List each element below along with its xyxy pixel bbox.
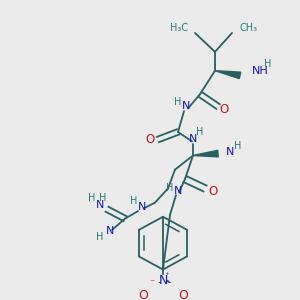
Text: H: H — [96, 232, 104, 242]
Text: N: N — [182, 101, 190, 112]
Text: N: N — [226, 147, 234, 157]
Text: N: N — [96, 200, 104, 210]
Text: N: N — [158, 274, 168, 287]
Text: N: N — [174, 186, 182, 196]
Text: H: H — [196, 127, 204, 137]
Text: H: H — [264, 59, 272, 69]
Text: N: N — [189, 134, 197, 145]
Text: H: H — [130, 196, 138, 206]
Text: N: N — [138, 202, 146, 212]
Text: O: O — [208, 185, 217, 198]
Text: ⁻: ⁻ — [149, 278, 154, 288]
Text: ⁺: ⁺ — [164, 271, 169, 280]
Polygon shape — [215, 71, 241, 79]
Text: O: O — [138, 290, 148, 300]
Text: CH₃: CH₃ — [240, 23, 258, 33]
Text: NH: NH — [252, 66, 269, 76]
Text: H: H — [234, 141, 242, 151]
Text: H₃C: H₃C — [170, 23, 188, 33]
Text: H: H — [88, 193, 96, 203]
Text: H: H — [174, 97, 182, 107]
Text: O: O — [178, 290, 188, 300]
Text: O: O — [219, 103, 229, 116]
Text: O: O — [146, 133, 154, 146]
Text: H: H — [166, 184, 174, 194]
Text: N: N — [106, 226, 114, 236]
Polygon shape — [193, 150, 218, 157]
Text: H: H — [99, 193, 107, 203]
